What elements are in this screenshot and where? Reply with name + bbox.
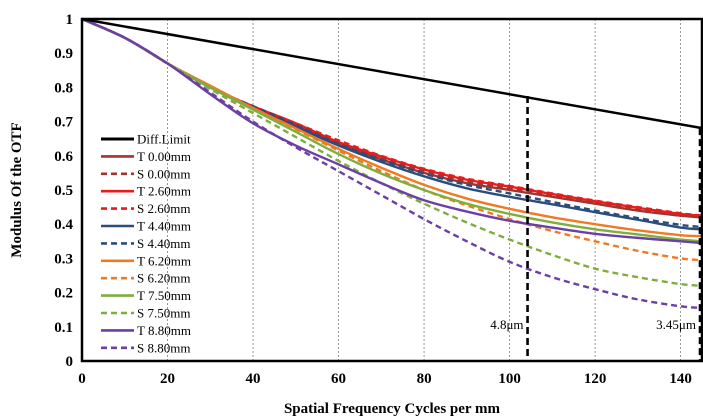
y-tick-label: 0.6 xyxy=(54,149,73,165)
marker-layer: 4.8μm 3.45μm xyxy=(490,95,702,361)
x-tick-label: 60 xyxy=(331,371,346,387)
legend-label: T 6.20mm xyxy=(137,253,191,268)
series-line-diff-limit xyxy=(81,17,703,130)
legend: Diff.Limit T 0.00mm S 0.00mm T 2.60mm S 2.60… xyxy=(101,132,191,355)
marker-label-1: 4.8μm xyxy=(490,317,523,332)
y-tick-label: 1 xyxy=(66,12,74,28)
tick-labels: 0 20 40 60 80 100 120 140 0 0.1 0.2 0.3 0.4 0.5 0.6 0.7… xyxy=(54,12,692,387)
y-tick-label: 0.9 xyxy=(54,46,73,62)
y-tick-label: 0.2 xyxy=(54,286,73,302)
series-line-s-8-80mm xyxy=(81,17,703,310)
y-tick-label: 0.1 xyxy=(54,320,73,336)
legend-label: Diff.Limit xyxy=(137,132,191,147)
y-tick-label: 0.4 xyxy=(54,217,73,233)
legend-label: S 4.40mm xyxy=(137,236,190,251)
legend-label: S 2.60mm xyxy=(137,201,190,216)
legend-label: T 7.50mm xyxy=(137,288,191,303)
legend-label: T 8.80mm xyxy=(137,323,191,338)
x-tick-label: 80 xyxy=(417,371,432,387)
gridlines xyxy=(167,19,682,361)
legend-label: T 4.40mm xyxy=(137,219,191,234)
legend-label: S 7.50mm xyxy=(137,306,190,321)
x-tick-label: 0 xyxy=(78,371,86,387)
y-tick-label: 0.5 xyxy=(54,183,73,199)
y-tick-label: 0.3 xyxy=(54,251,73,267)
x-tick-label: 140 xyxy=(669,371,692,387)
y-axis-title: Modulus Of the OTF xyxy=(9,122,25,257)
legend-label: S 8.80mm xyxy=(137,340,190,355)
x-tick-label: 20 xyxy=(160,371,175,387)
y-tick-label: 0 xyxy=(66,354,74,370)
legend-label: S 0.00mm xyxy=(137,166,190,181)
legend-label: T 0.00mm xyxy=(137,149,191,164)
x-tick-label: 100 xyxy=(498,371,521,387)
x-tick-label: 120 xyxy=(584,371,607,387)
y-tick-label: 0.8 xyxy=(54,80,73,96)
legend-label: T 2.60mm xyxy=(137,184,191,199)
plot-frame xyxy=(80,17,703,363)
legend-label: S 6.20mm xyxy=(137,271,190,286)
x-axis-title: Spatial Frequency Cycles per mm xyxy=(284,401,501,417)
series-layer xyxy=(81,17,703,310)
x-tick-label: 40 xyxy=(246,371,261,387)
marker-label-2: 3.45μm xyxy=(656,317,696,332)
y-tick-label: 0.7 xyxy=(54,115,73,131)
